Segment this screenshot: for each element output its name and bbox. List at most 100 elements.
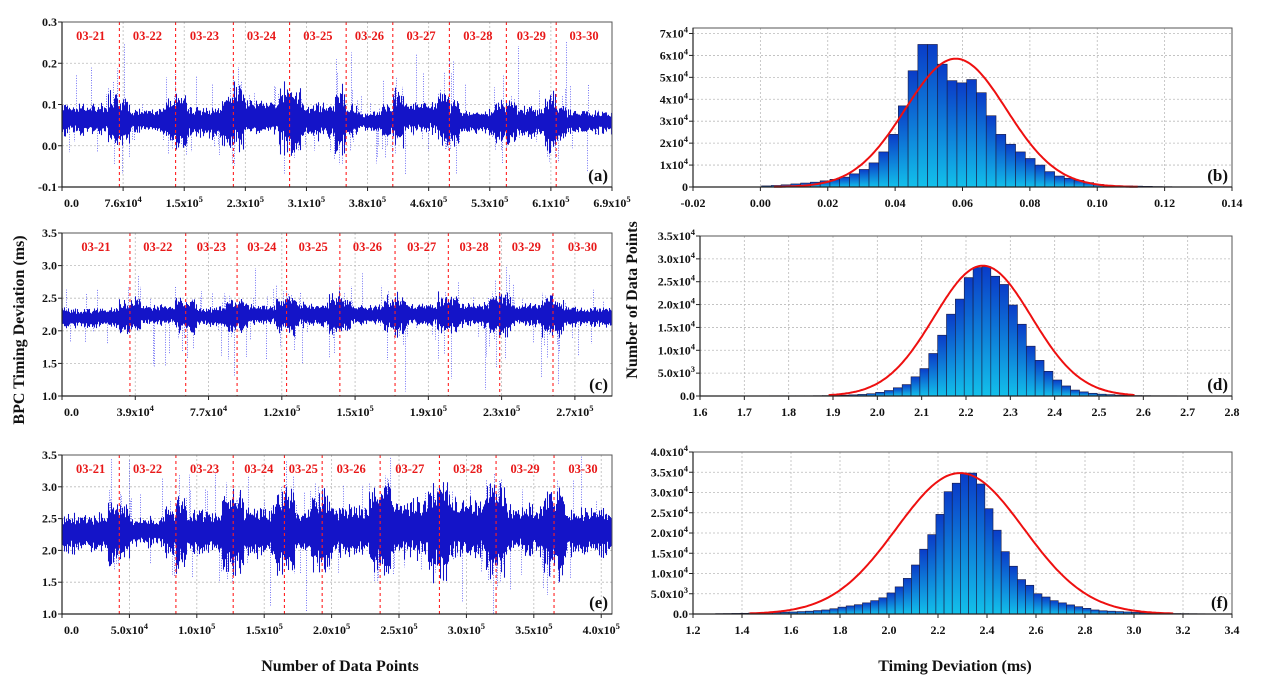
x-tick-label: 1.2	[686, 623, 701, 637]
histogram-bar	[1005, 143, 1016, 188]
y-tick-label: 7x104	[660, 24, 689, 40]
y-tick-label: 4x104	[660, 90, 689, 106]
y-axis-title-left: BPC Timing Deviation (ms)	[11, 235, 28, 424]
day-label: 03-21	[81, 240, 110, 254]
histogram-bar	[955, 298, 965, 397]
histogram-bar	[858, 169, 870, 188]
x-tick-label: 0.14	[1222, 196, 1243, 210]
x-tick-label: 2.5	[1092, 405, 1107, 419]
x-tick-label: 1.6	[784, 623, 799, 637]
y-tick-label: 1.5	[42, 575, 57, 589]
x-tick-label: 1.9	[826, 405, 841, 419]
histogram-bar	[981, 266, 992, 397]
panel-b: -0.02 0.00 0.02 0.04 0.06 0.08 0.10 0.12 0.14 0 1x…	[660, 24, 1243, 210]
x-tick-label: 0.0	[64, 623, 79, 637]
x-axis-title-right: Timing Deviation (ms)	[878, 658, 1031, 675]
histogram-bar	[966, 79, 977, 188]
histogram-bar	[1025, 584, 1035, 615]
day-label: 03-29	[512, 240, 541, 254]
histogram-bar	[821, 609, 831, 615]
x-tick-label: 0.0	[64, 196, 79, 210]
x-tick-label: 3.2	[1176, 623, 1191, 637]
histogram-bar	[1057, 602, 1067, 615]
histogram-bar	[1052, 379, 1063, 397]
day-label: 03-26	[337, 462, 366, 476]
y-tick-label: 1x104	[660, 156, 689, 172]
x-tick-label: 7.7x104	[190, 403, 228, 419]
y-tick-label: 1.0x104	[658, 341, 696, 357]
x-tick-label: 3.1x105	[288, 194, 325, 210]
histogram-bar	[968, 472, 977, 615]
x-tick-label: 2.7x105	[556, 403, 593, 419]
histogram-bar	[1061, 385, 1071, 397]
x-tick-label: 2.3x105	[227, 194, 264, 210]
day-label: 03-23	[190, 462, 219, 476]
y-tick-label: 1.0x104	[651, 565, 689, 581]
histogram-bar	[919, 368, 930, 397]
y-tick-label: 3.0	[42, 259, 57, 273]
y-tick-label: 0.1	[42, 98, 57, 112]
x-tick-label: 3.8x105	[349, 194, 386, 210]
histogram-bar	[990, 275, 1000, 397]
histogram-bar	[935, 514, 945, 615]
y-tick-label: 0.0	[42, 139, 57, 153]
histogram-bar	[1034, 164, 1046, 188]
y-tick-label: 2.5	[42, 291, 57, 305]
y-tick-label: 2.0x104	[651, 524, 689, 540]
x-tick-label: 6.1x105	[532, 194, 569, 210]
histogram-bar	[976, 92, 987, 188]
panel-label: (c)	[589, 375, 608, 394]
day-label: 03-24	[247, 240, 277, 254]
histogram-bar	[984, 508, 994, 615]
histogram-bar	[910, 376, 921, 397]
y-tick-label: 3.5	[42, 448, 57, 462]
y-tick-label: 0.2	[42, 56, 57, 70]
y-axis-title-right: Number of Data Points	[624, 221, 641, 378]
histogram-bar	[868, 162, 880, 188]
y-tick-label: 1.5	[42, 356, 57, 370]
x-tick-label: 2.0x105	[313, 621, 350, 637]
y-tick-label: 3.5	[42, 226, 57, 240]
x-tick-label: 2.6	[1029, 623, 1044, 637]
histogram-bar	[886, 592, 896, 615]
x-tick-label: 0.06	[952, 196, 973, 210]
day-label: 03-21	[76, 29, 105, 43]
gaussian-fit-curve	[773, 57, 1138, 188]
y-tick-label: 0.0	[680, 389, 695, 403]
histogram-bar	[1044, 171, 1055, 188]
x-tick-label: 2.4	[1047, 405, 1062, 419]
x-tick-label: 2.1	[914, 405, 929, 419]
histogram-bar	[927, 44, 938, 188]
y-tick-label: 2.5x104	[651, 504, 689, 520]
day-label: 03-28	[453, 462, 482, 476]
y-tick-label: 1.0	[42, 389, 57, 403]
x-tick-label: 6.9x105	[593, 194, 630, 210]
histogram-bar	[1017, 323, 1027, 397]
day-label: 03-27	[407, 240, 436, 254]
histogram-bar	[839, 176, 850, 188]
day-label: 03-30	[568, 462, 597, 476]
x-tick-label: 2.3	[1003, 405, 1018, 419]
day-label: 03-24	[244, 462, 274, 476]
histogram-bar	[1034, 360, 1045, 397]
x-tick-label: 1.0x105	[178, 621, 215, 637]
histogram-bar	[995, 134, 1007, 188]
x-tick-label: 0.10	[1087, 196, 1108, 210]
day-label: 03-22	[133, 29, 162, 43]
panel-a: 03-21 03-22 03-23 03-24 03-25 03-26 03-27 03-28…	[38, 15, 631, 210]
x-tick-label: 2.8	[1225, 405, 1240, 419]
day-label: 03-30	[568, 240, 597, 254]
day-label: 03-27	[407, 29, 436, 43]
histogram-bar	[892, 387, 903, 397]
day-label: 03-21	[76, 462, 105, 476]
y-tick-label: 4.0x104	[651, 443, 689, 459]
histogram-bar	[956, 82, 968, 188]
x-tick-label: 5.3x105	[471, 194, 508, 210]
histogram-bar	[894, 586, 904, 615]
histogram-bar	[927, 534, 937, 615]
x-tick-label: 0.00	[750, 196, 771, 210]
x-tick-label: 1.8	[833, 623, 848, 637]
y-tick-label: 0.3	[42, 15, 57, 29]
histogram-bar	[1043, 371, 1054, 397]
